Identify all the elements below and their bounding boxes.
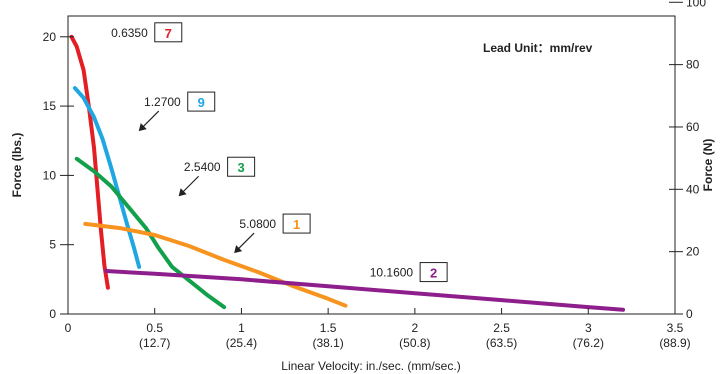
x-tick-label: 2.5 — [493, 321, 510, 335]
y2-tick-label: 60 — [686, 120, 700, 134]
motor-id-box-2 — [419, 262, 448, 283]
lead-value-label-9: 1.2700 — [144, 95, 181, 109]
x-axis-title: Linear Velocity: in./sec. (mm/sec.) — [281, 359, 460, 373]
x-tick-sublabel: (12.7) — [139, 336, 170, 350]
y-tick-label: 15 — [43, 99, 57, 113]
x-tick-label: 3.5 — [667, 321, 684, 335]
lead-value-label-1: 5.0800 — [239, 217, 276, 231]
motor-id-2: 2 — [430, 266, 437, 281]
y-tick-label: 5 — [49, 238, 56, 252]
pointer-arrow-line-1 — [236, 232, 255, 251]
lead-value-label-2: 10.1600 — [370, 266, 414, 280]
x-tick-label: 2 — [412, 321, 419, 335]
pointer-arrow-line-9 — [141, 110, 160, 129]
motor-id-7: 7 — [165, 26, 172, 41]
lead-value-label-3: 2.5400 — [184, 160, 221, 174]
x-tick-sublabel: (25.4) — [226, 336, 257, 350]
y2-tick-label: 0 — [686, 307, 693, 321]
plot-frame — [67, 15, 676, 315]
ticks-layer: 0 0.5(12.7)1(25.4)1.5(38.1)2(50.8)2.5(63.… — [43, 0, 707, 350]
series-line-2 — [104, 269, 625, 312]
x-tick-label: 3 — [585, 321, 592, 335]
y2-tick-label: 100 — [686, 0, 706, 9]
y-tick-label: 0 — [49, 307, 56, 321]
lead-unit-title: Lead Unit：mm/rev — [483, 41, 593, 55]
motor-id-box-9 — [187, 91, 216, 112]
pointer-arrow-head-1 — [234, 245, 243, 254]
x-tick-sublabel: (76.2) — [573, 336, 604, 350]
series-line-9 — [72, 86, 142, 269]
curves-layer — [69, 34, 625, 312]
y-axis-title: Force (lbs.) — [10, 133, 24, 198]
lead-value-label-7: 0.6350 — [111, 26, 148, 40]
motor-id-1: 1 — [293, 217, 300, 232]
x-tick-label: 0 — [65, 321, 72, 335]
y2-axis-title: Force (N) — [701, 139, 715, 192]
y-tick-label: 10 — [43, 168, 57, 182]
pointer-arrow-head-9 — [138, 123, 147, 132]
x-tick-label: 1 — [238, 321, 245, 335]
motor-id-box-3 — [227, 156, 256, 177]
motor-id-3: 3 — [237, 160, 244, 175]
series-line-1 — [83, 221, 348, 308]
y-tick-label: 20 — [43, 30, 57, 44]
y2-tick-label: 40 — [686, 182, 700, 196]
x-tick-sublabel: (38.1) — [312, 336, 343, 350]
curve-labels-layer: 0.6350 7 1.2700 9 2.5400 3 5.0800 1 10.1600 2 — [111, 22, 448, 283]
motor-id-box-7 — [154, 22, 183, 43]
x-tick-sublabel: (50.8) — [399, 336, 430, 350]
x-tick-sublabel: (63.5) — [486, 336, 517, 350]
y2-tick-label: 20 — [686, 245, 700, 259]
series-line-3 — [74, 156, 227, 310]
pointer-arrow-head-3 — [178, 188, 187, 197]
x-tick-label: 0.5 — [146, 321, 163, 335]
pointer-arrow-line-3 — [181, 175, 200, 194]
series-line-7 — [69, 34, 110, 290]
y2-tick-label: 80 — [686, 58, 700, 72]
motor-id-box-1 — [282, 213, 311, 234]
x-tick-sublabel: (88.9) — [659, 336, 690, 350]
x-tick-label: 1.5 — [320, 321, 337, 335]
motor-id-9: 9 — [198, 95, 205, 110]
